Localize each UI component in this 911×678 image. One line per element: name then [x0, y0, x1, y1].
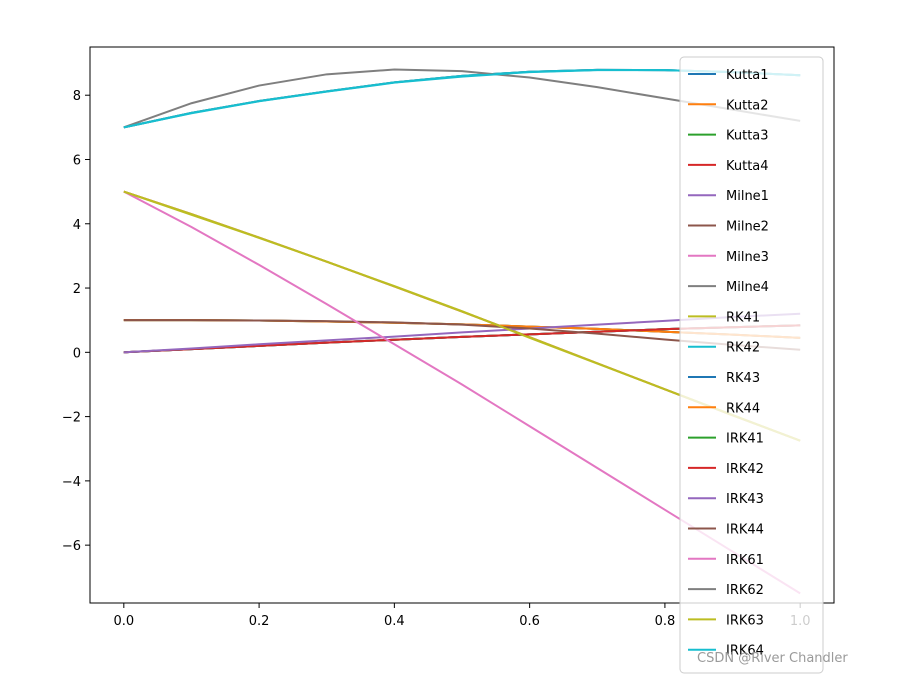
- legend-label: Milne4: [726, 280, 769, 295]
- legend-label: Kutta3: [726, 129, 769, 144]
- legend-item: Kutta3: [688, 129, 769, 144]
- y-tick-label: 0: [73, 346, 81, 361]
- legend-item: Milne2: [688, 220, 769, 235]
- legend-item: IRK62: [688, 583, 764, 598]
- legend-label: RK41: [726, 310, 760, 325]
- legend-label: Kutta1: [726, 68, 769, 83]
- legend-label: IRK43: [726, 492, 764, 507]
- legend-label: IRK44: [726, 523, 764, 538]
- y-tick-label: 2: [73, 282, 81, 297]
- legend-item: Milne3: [688, 250, 769, 265]
- legend-item: Milne4: [688, 280, 769, 295]
- legend-label: Milne1: [726, 189, 769, 204]
- legend-label: RK42: [726, 341, 760, 356]
- legend-box: [679, 56, 824, 674]
- x-tick-label: 0.0: [113, 614, 134, 629]
- legend: Kutta1 Kutta2 Kutta3 Kutta4 Milne1 Milne2 Miln…: [679, 56, 824, 674]
- legend-item: Kutta2: [688, 98, 769, 113]
- legend-label: IRK61: [726, 553, 764, 568]
- legend-item: Kutta4: [688, 159, 769, 174]
- legend-item: IRK61: [688, 553, 764, 568]
- legend-item: RK44: [688, 401, 760, 416]
- x-tick-label: 0.6: [519, 614, 540, 629]
- legend-item: IRK63: [688, 613, 764, 628]
- y-tick-label: 8: [73, 89, 81, 104]
- legend-item: IRK42: [688, 462, 764, 477]
- y-tick-label: −2: [62, 411, 81, 426]
- legend-label: RK43: [726, 371, 760, 386]
- y-tick-label: −6: [62, 539, 81, 554]
- legend-item: RK43: [688, 371, 760, 386]
- legend-label: IRK41: [726, 432, 764, 447]
- legend-item: IRK41: [688, 432, 764, 447]
- y-tick-label: −4: [62, 475, 81, 490]
- legend-label: Milne3: [726, 250, 769, 265]
- legend-label: Milne2: [726, 220, 769, 235]
- x-tick-label: 0.8: [655, 614, 676, 629]
- legend-item: IRK64: [688, 644, 764, 659]
- watermark: CSDN @River Chandler: [697, 651, 848, 666]
- y-tick-label: 4: [73, 218, 81, 233]
- legend-label: IRK63: [726, 613, 764, 628]
- legend-item: Milne1: [688, 189, 769, 204]
- y-axis: −6 −4 −2 0 2 4 6 8: [62, 89, 90, 554]
- x-tick-label: 0.2: [249, 614, 270, 629]
- axes-frame: [89, 46, 835, 604]
- legend-item: RK42: [688, 341, 760, 356]
- legend-label: IRK62: [726, 583, 764, 598]
- legend-label: Kutta4: [726, 159, 769, 174]
- legend-item: IRK43: [688, 492, 764, 507]
- y-tick-label: 6: [73, 153, 81, 168]
- legend-item: IRK44: [688, 523, 764, 538]
- legend-label: RK44: [726, 401, 760, 416]
- legend-item: RK41: [688, 310, 760, 325]
- legend-label: IRK64: [726, 644, 764, 659]
- legend-label: IRK42: [726, 462, 764, 477]
- legend-item: Kutta1: [688, 68, 769, 83]
- x-tick-label: 0.4: [384, 614, 405, 629]
- legend-label: Kutta2: [726, 98, 769, 113]
